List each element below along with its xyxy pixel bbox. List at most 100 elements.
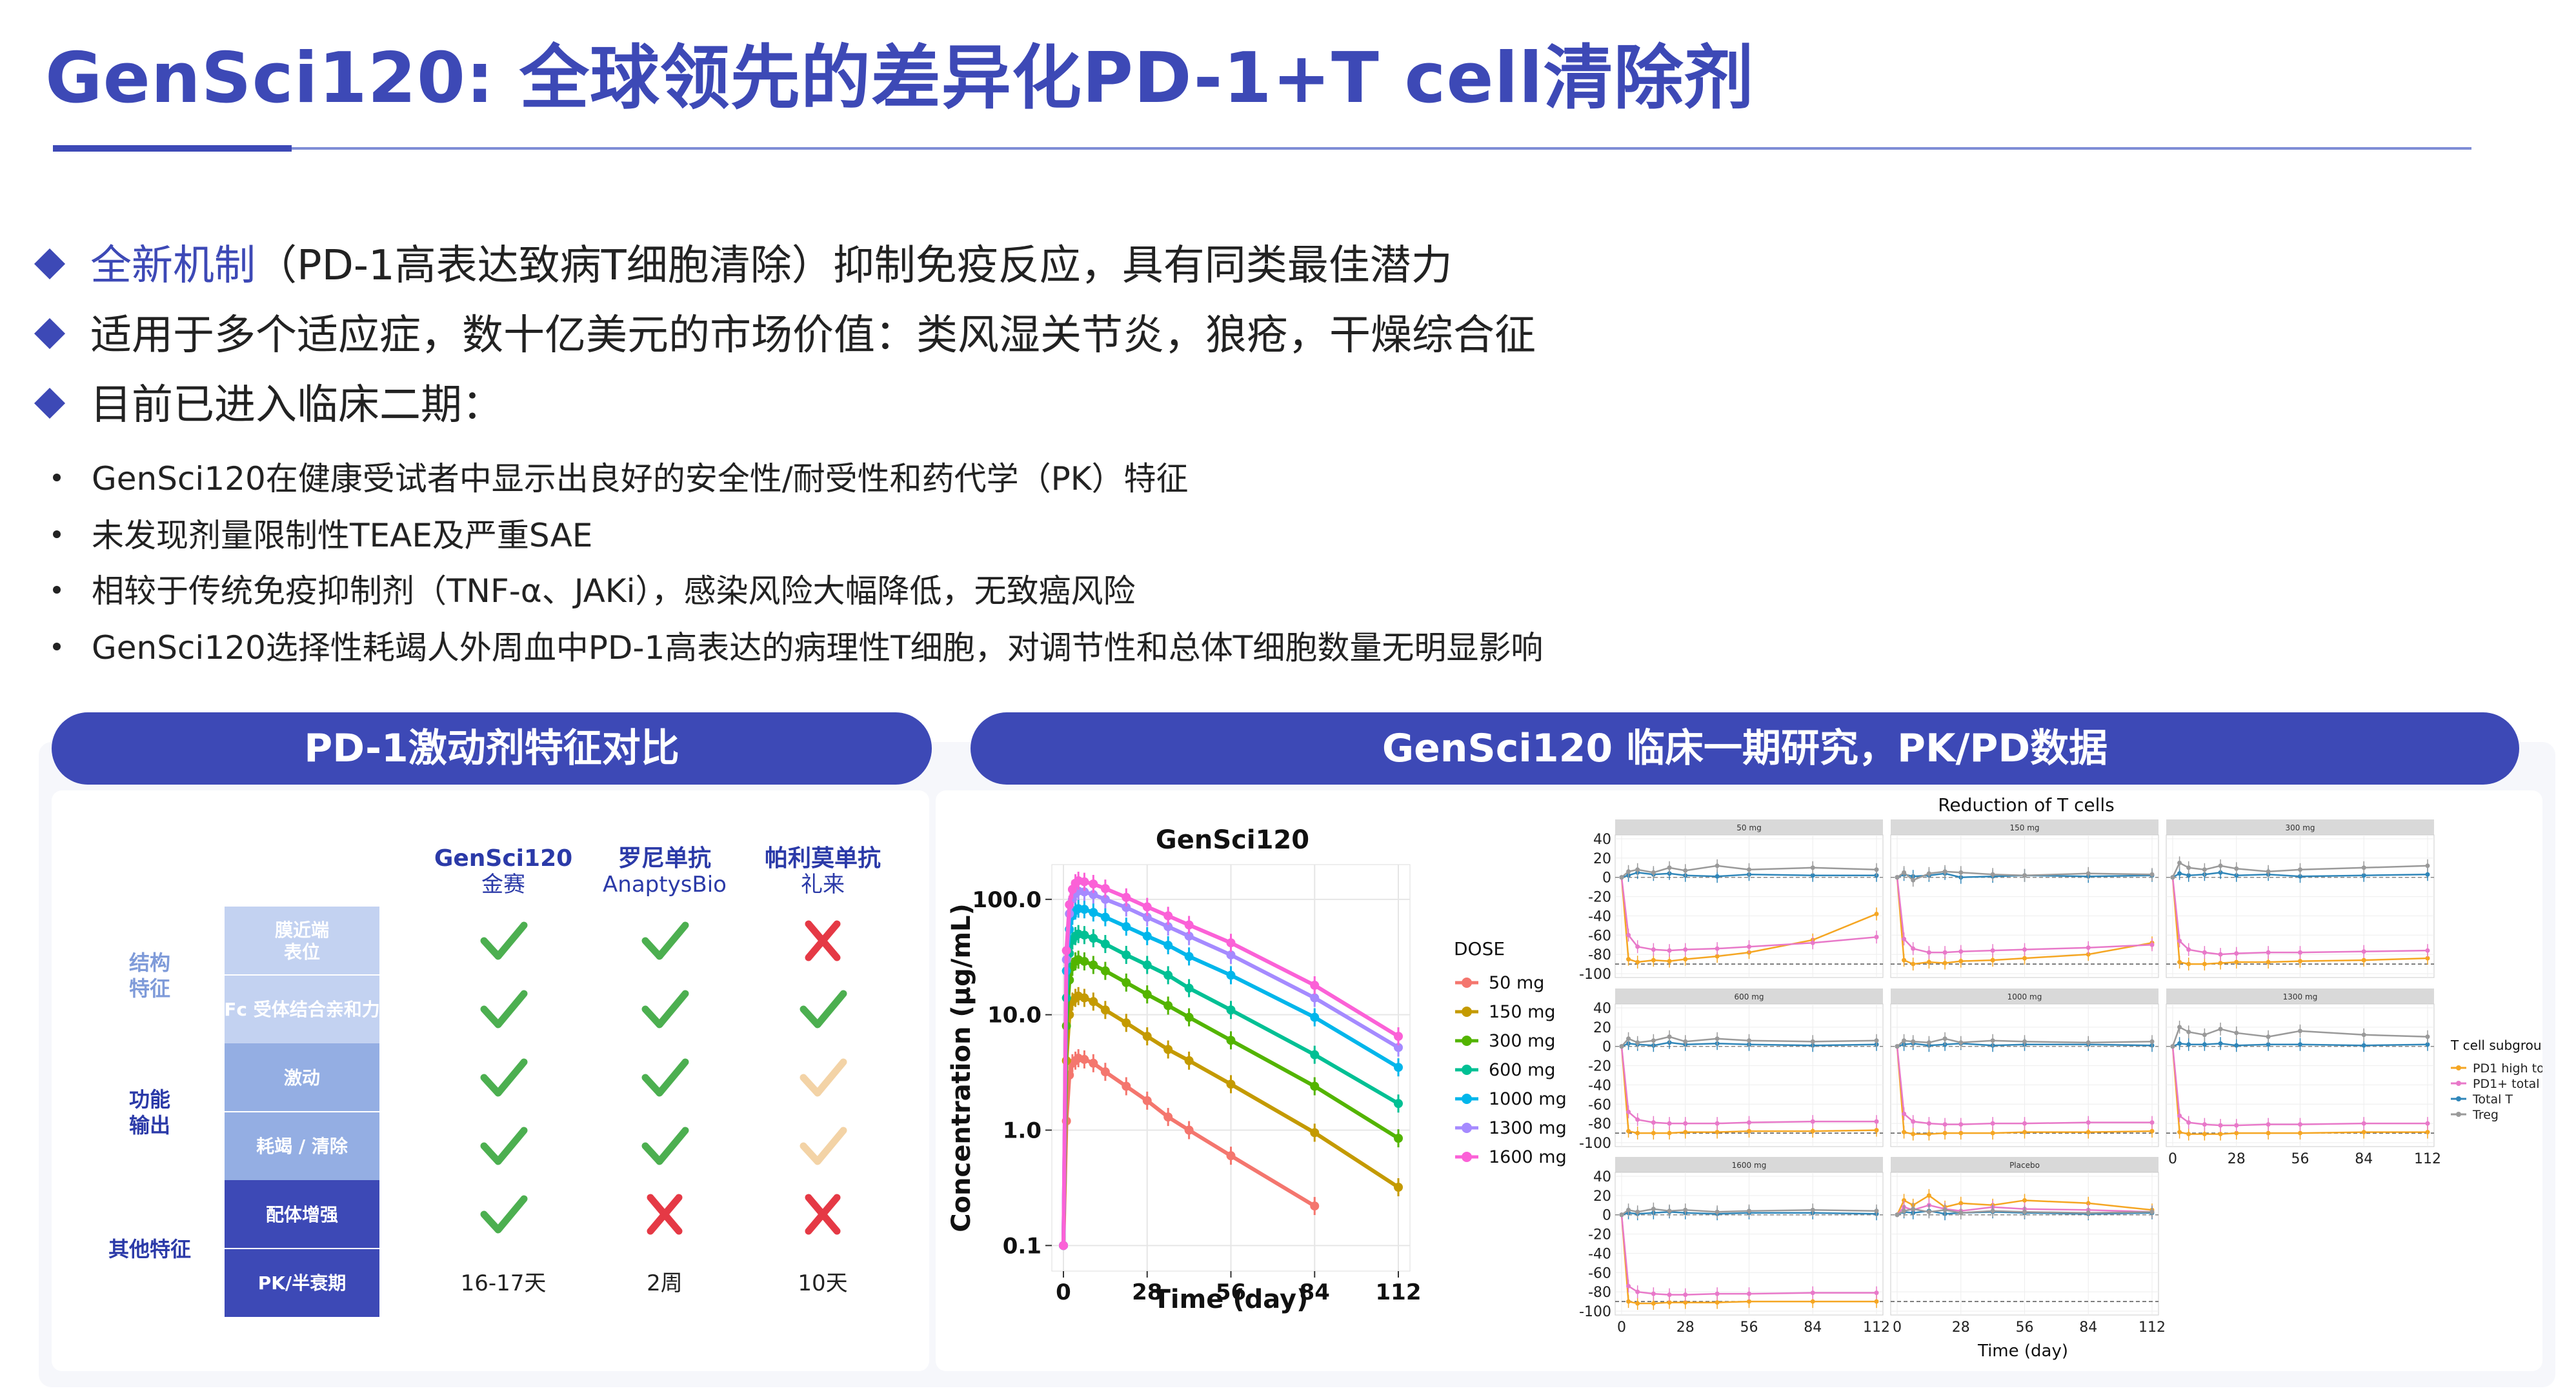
data-point [2425, 956, 2430, 961]
data-point [2177, 1025, 2182, 1030]
data-point [1651, 1120, 1656, 1125]
data-point [2177, 959, 2182, 965]
data-point [1163, 970, 1173, 980]
data-point [1683, 1300, 1688, 1305]
data-point [2022, 1209, 2027, 1214]
facet-strip [1891, 819, 2158, 835]
row-label: 激动 [284, 1067, 320, 1089]
legend-label: Total T [2472, 1092, 2513, 1107]
data-point [1100, 939, 1110, 949]
x-tick-label: 56 [2291, 1151, 2309, 1167]
data-point [1683, 868, 1688, 873]
data-point [1942, 961, 1947, 966]
chart-title: Reduction of T cells [1938, 794, 2115, 816]
facet-panel: Placebo 0 28 56 84 112 [1890, 1157, 2166, 1336]
y-tick-label: 10.0 [987, 1003, 1041, 1029]
data-point [1926, 1209, 1931, 1214]
data-point [2186, 865, 2191, 870]
data-point [1080, 993, 1089, 1003]
legend-swatch-point [1462, 1123, 1472, 1133]
facet-strip [1615, 1157, 1883, 1172]
data-point [1100, 966, 1110, 976]
data-point [1747, 1129, 1751, 1134]
data-point [2298, 950, 2302, 955]
data-point [2425, 1130, 2430, 1135]
data-point [1394, 1134, 1403, 1143]
data-point [1902, 936, 1907, 941]
facet-label: 150 mg [2009, 823, 2039, 832]
y-tick-label: -80 [1588, 947, 1611, 963]
legend-label: 50 mg [1489, 973, 1544, 993]
data-point [2202, 1132, 2207, 1137]
data-point [1184, 983, 1194, 993]
data-point [1626, 1036, 1631, 1041]
data-point [2218, 863, 2223, 868]
data-point [1958, 1201, 1964, 1206]
data-point [2186, 873, 2191, 878]
data-point [1683, 1207, 1688, 1212]
data-point [1310, 981, 1320, 990]
data-point [2218, 1123, 2223, 1128]
row-label: 膜近端 [275, 919, 329, 941]
data-point [1651, 947, 1656, 952]
data-point [2234, 959, 2239, 965]
data-point [1902, 1038, 1907, 1043]
data-point [2186, 1042, 2191, 1047]
group-label: 其他特征 [108, 1237, 191, 1261]
series-line [1897, 1038, 2153, 1047]
data-point [1810, 865, 1815, 870]
x-tick-label: 0 [1893, 1320, 1902, 1336]
data-point [1651, 1301, 1656, 1306]
halflife-value: 2周 [647, 1270, 683, 1296]
y-tick-label: -80 [1588, 1285, 1611, 1301]
y-tick-label: 1.0 [1003, 1118, 1041, 1143]
data-point [1226, 938, 1236, 948]
data-point [1310, 1081, 1320, 1091]
data-point [2298, 959, 2302, 964]
data-point [1715, 863, 1720, 868]
data-point [1184, 1125, 1194, 1135]
data-point [1122, 1081, 1131, 1091]
bullet-text: 目前已进入临床二期： [90, 381, 503, 429]
data-point [1163, 1001, 1173, 1010]
data-point [1926, 950, 1931, 955]
comparison-header: PD-1激动剂特征对比 [52, 712, 932, 785]
sub-bullet-text: GenSci120在健康受试者中显示出良好的安全性/耐受性和药代学（PK）特征 [92, 460, 1189, 497]
data-point [2218, 1041, 2223, 1046]
y-tick-label: 100.0 [972, 887, 1041, 913]
data-point [2298, 874, 2302, 879]
facet-panel: 50 mg 40 20 0 -20 -40 -60 -80 -100 [1579, 819, 1884, 983]
data-point [2202, 1122, 2207, 1127]
data-point [1089, 960, 1098, 970]
data-point [1990, 1130, 1995, 1136]
data-point [1810, 1207, 1815, 1212]
data-point [1874, 934, 1879, 939]
data-point [1142, 931, 1152, 941]
data-point [1895, 1044, 1900, 1049]
data-point [1958, 959, 1964, 964]
data-point [1958, 1122, 1964, 1127]
data-point [2149, 872, 2155, 877]
bullet-2: 适用于多个适应症，数十亿美元的市场价值：类风湿关节炎，狼疮，干燥综合征 [34, 302, 1536, 361]
series-line [1620, 877, 1877, 952]
data-point [1226, 1079, 1236, 1089]
data-point [1310, 1050, 1320, 1059]
y-axis-label: Concentration (μg/mL) [947, 903, 976, 1232]
data-point [1184, 952, 1194, 961]
y-tick-label: 40 [1593, 832, 1611, 848]
data-point [1810, 940, 1815, 945]
bullet-3: 目前已进入临床二期： [34, 372, 503, 431]
check-icon [480, 990, 528, 1029]
series-line [2171, 1026, 2428, 1047]
legend-swatch-point [1462, 1007, 1472, 1017]
data-point [2298, 1122, 2302, 1127]
data-point [2086, 1210, 2091, 1216]
comparison-table: GenSci120 金赛 罗尼单抗 AnaptysBio 帕利莫单抗 礼来 结构… [108, 845, 881, 1317]
data-point [2149, 942, 2155, 947]
column-company: AnaptysBio [603, 872, 727, 898]
legend-label: 1300 mg [1489, 1118, 1567, 1138]
series-line [1896, 877, 2153, 965]
check-icon [641, 921, 689, 960]
data-point [2218, 952, 2223, 957]
data-point [1874, 1128, 1879, 1133]
